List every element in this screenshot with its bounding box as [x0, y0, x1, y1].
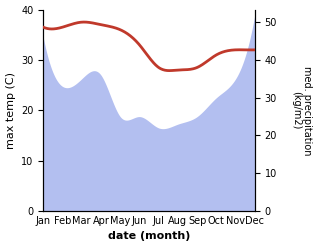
- Y-axis label: max temp (C): max temp (C): [5, 72, 16, 149]
- Y-axis label: med. precipitation
(kg/m2): med. precipitation (kg/m2): [291, 65, 313, 155]
- X-axis label: date (month): date (month): [108, 231, 190, 242]
